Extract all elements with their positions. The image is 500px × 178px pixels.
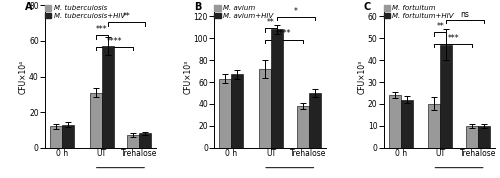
Y-axis label: CFU×10³: CFU×10³: [357, 59, 366, 94]
Text: **: **: [122, 12, 130, 21]
Text: ns: ns: [460, 9, 469, 19]
Text: *: *: [294, 7, 298, 16]
Bar: [296, 106, 308, 148]
Text: **: **: [436, 22, 444, 31]
Y-axis label: CFU×10³: CFU×10³: [183, 59, 192, 94]
Bar: [478, 126, 490, 148]
Legend: M. fortuitum, M. fortuitum+HIV: M. fortuitum, M. fortuitum+HIV: [384, 5, 454, 19]
Bar: [62, 125, 74, 148]
Bar: [90, 93, 102, 148]
Text: ***: ***: [96, 25, 108, 34]
Text: C: C: [364, 2, 371, 12]
Legend: M. avium, M. avium+HIV: M. avium, M. avium+HIV: [214, 5, 273, 19]
Bar: [102, 46, 114, 148]
Bar: [140, 134, 151, 148]
Bar: [127, 135, 140, 148]
Bar: [232, 74, 243, 148]
Text: **: **: [267, 18, 275, 27]
Y-axis label: CFU×10⁴: CFU×10⁴: [18, 59, 28, 94]
Bar: [440, 45, 452, 148]
Bar: [466, 126, 478, 148]
Text: ****: ****: [276, 29, 291, 38]
Text: B: B: [194, 2, 202, 12]
Bar: [220, 79, 232, 148]
Text: A: A: [25, 2, 32, 12]
Bar: [400, 100, 413, 148]
Bar: [259, 69, 271, 148]
Text: ***: ***: [447, 34, 459, 43]
Bar: [271, 29, 283, 148]
Legend: M. tuberculosis, M. tuberculosis+HIV: M. tuberculosis, M. tuberculosis+HIV: [45, 5, 125, 19]
Text: ****: ****: [106, 36, 122, 46]
Bar: [428, 104, 440, 148]
Bar: [308, 93, 320, 148]
Bar: [388, 95, 400, 148]
Bar: [50, 126, 62, 148]
